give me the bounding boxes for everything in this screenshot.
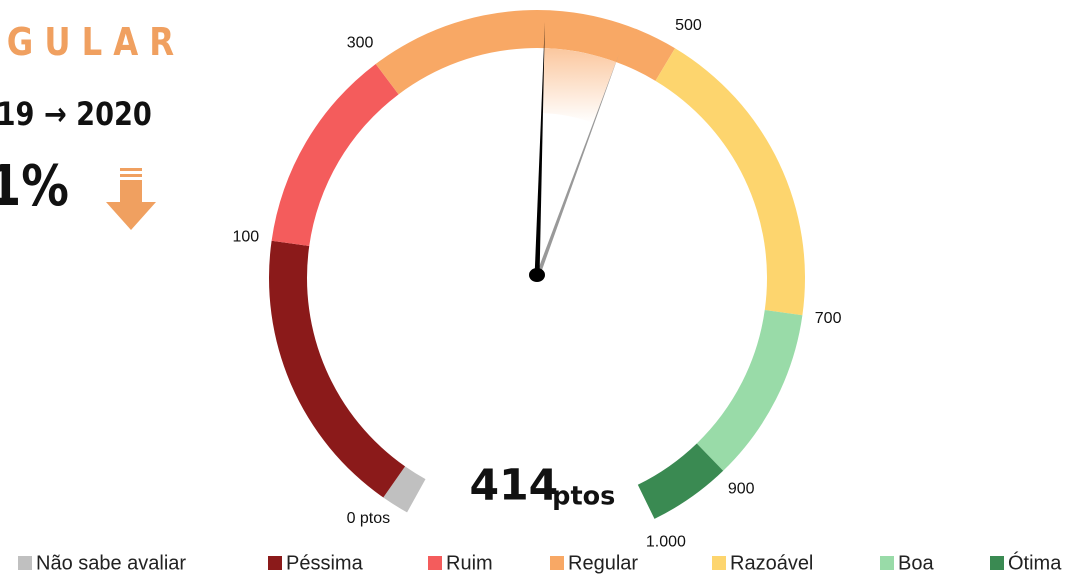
band-no-answer <box>383 466 426 513</box>
tick-label: 100 <box>233 228 260 245</box>
legend-swatch <box>18 556 32 570</box>
needle <box>534 22 545 279</box>
legend-swatch <box>550 556 564 570</box>
change-highlight <box>542 48 617 124</box>
legend-label: Boa <box>898 552 934 574</box>
band <box>655 48 805 316</box>
legend-swatch <box>990 556 1004 570</box>
value-number: 414 <box>470 461 559 510</box>
band <box>271 63 399 246</box>
band <box>269 240 406 498</box>
legend-label: Razoável <box>730 552 813 574</box>
band <box>375 9 676 95</box>
needle-hub <box>529 268 545 282</box>
legend-swatch <box>268 556 282 570</box>
legend-label: Não sabe avaliar <box>36 552 186 574</box>
band <box>696 310 803 471</box>
legend-label: Ótima <box>1008 551 1062 574</box>
value-unit: ptos <box>552 481 615 511</box>
tick-label: 0 ptos <box>347 510 391 527</box>
tick-label: 1.000 <box>646 533 686 550</box>
tick-label: 700 <box>815 310 842 327</box>
period: 19 → 2020 <box>0 96 152 134</box>
legend-swatch <box>880 556 894 570</box>
tick-label: 500 <box>675 17 702 34</box>
change: 1% <box>0 154 69 219</box>
legend-label: Ruim <box>446 552 493 574</box>
down-arrow <box>106 168 156 230</box>
previous-needle <box>535 54 619 279</box>
tick-label: 300 <box>347 34 374 51</box>
rating: GULAR <box>7 20 185 64</box>
tick-label: 900 <box>728 481 755 498</box>
legend-label: Regular <box>568 552 638 574</box>
legend-swatch <box>428 556 442 570</box>
legend-swatch <box>712 556 726 570</box>
legend-label: Péssima <box>286 552 364 574</box>
band <box>637 443 724 519</box>
